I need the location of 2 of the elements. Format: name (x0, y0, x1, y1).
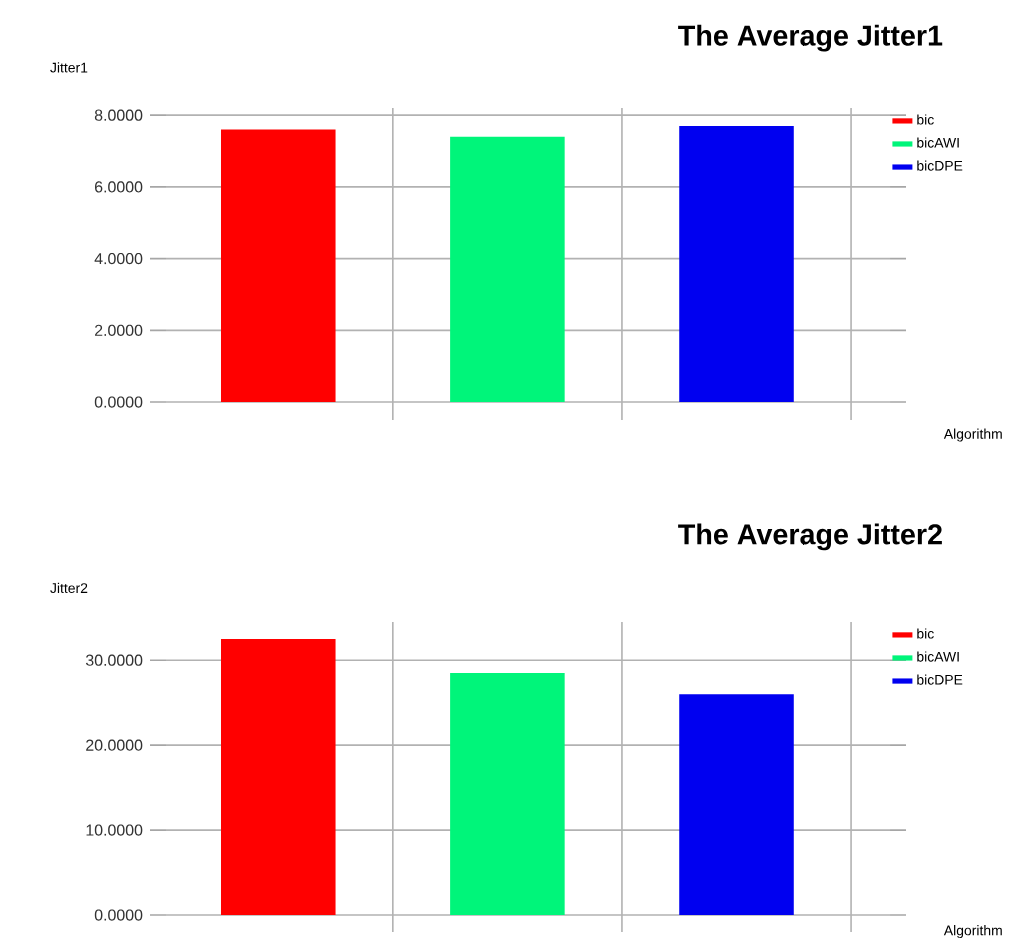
chart-title: The Average Jitter1 (678, 24, 943, 52)
chart-title: The Average Jitter2 (678, 523, 942, 551)
